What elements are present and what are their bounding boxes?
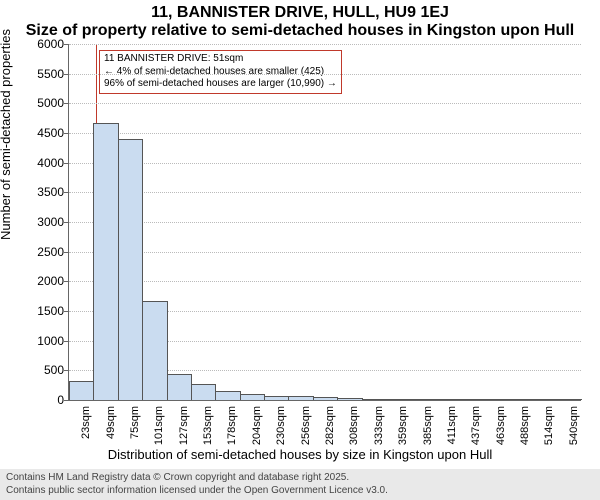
y-tick-label: 4500 <box>30 126 64 140</box>
annotation-line-3: 96% of semi-detached houses are larger (… <box>104 78 337 91</box>
histogram-bar <box>532 399 557 400</box>
gridline <box>69 222 581 223</box>
gridline <box>69 163 581 164</box>
gridline <box>69 192 581 193</box>
footer: Contains HM Land Registry data © Crown c… <box>0 469 600 500</box>
histogram-bar <box>410 399 435 400</box>
histogram-bar <box>288 396 313 400</box>
y-axis-label: Number of semi-detached properties <box>0 29 13 240</box>
gridline <box>69 103 581 104</box>
y-tick-label: 5000 <box>30 96 64 110</box>
histogram-bar <box>483 399 508 400</box>
gridline <box>69 281 581 282</box>
histogram-bar <box>337 398 362 400</box>
histogram-bar <box>557 399 582 400</box>
histogram-bar <box>508 399 533 400</box>
histogram-bar <box>240 394 265 400</box>
y-tick-label: 1500 <box>30 304 64 318</box>
y-tick-label: 500 <box>30 363 64 377</box>
y-tick-label: 6000 <box>30 37 64 51</box>
x-axis-label: Distribution of semi-detached houses by … <box>0 447 600 462</box>
histogram-bar <box>142 301 167 400</box>
y-tick-label: 3000 <box>30 215 64 229</box>
histogram-bar <box>435 399 460 400</box>
histogram-bar <box>313 397 338 400</box>
gridline <box>69 133 581 134</box>
y-tick-label: 0 <box>30 393 64 407</box>
histogram-bar <box>93 123 118 400</box>
gridline <box>69 74 581 75</box>
annotation-line-1: 11 BANNISTER DRIVE: 51sqm <box>104 53 337 66</box>
y-tick-label: 2500 <box>30 245 64 259</box>
y-tick-label: 5500 <box>30 67 64 81</box>
gridline <box>69 44 581 45</box>
plot-area: 11 BANNISTER DRIVE: 51sqm ← 4% of semi-d… <box>68 44 581 401</box>
footer-line-1: Contains HM Land Registry data © Crown c… <box>6 472 594 485</box>
histogram-bar <box>459 399 484 400</box>
annotation-box: 11 BANNISTER DRIVE: 51sqm ← 4% of semi-d… <box>99 50 342 94</box>
chart-container: 11, BANNISTER DRIVE, HULL, HU9 1EJ Size … <box>0 0 600 500</box>
histogram-bar <box>118 139 143 400</box>
title-line-1: 11, BANNISTER DRIVE, HULL, HU9 1EJ <box>0 4 600 22</box>
y-tick-label: 3500 <box>30 185 64 199</box>
histogram-bar <box>167 374 192 401</box>
histogram-bar <box>386 399 411 400</box>
histogram-bar <box>191 384 216 400</box>
histogram-bar <box>264 396 289 400</box>
y-tick-label: 2000 <box>30 274 64 288</box>
histogram-bar <box>215 391 240 400</box>
footer-line-2: Contains public sector information licen… <box>6 485 594 498</box>
title-line-2: Size of property relative to semi-detach… <box>0 22 600 40</box>
y-tick-label: 4000 <box>30 156 64 170</box>
y-tick-label: 1000 <box>30 334 64 348</box>
histogram-bar <box>362 399 387 400</box>
histogram-bar <box>69 381 94 400</box>
annotation-line-2: ← 4% of semi-detached houses are smaller… <box>104 66 337 79</box>
gridline <box>69 252 581 253</box>
